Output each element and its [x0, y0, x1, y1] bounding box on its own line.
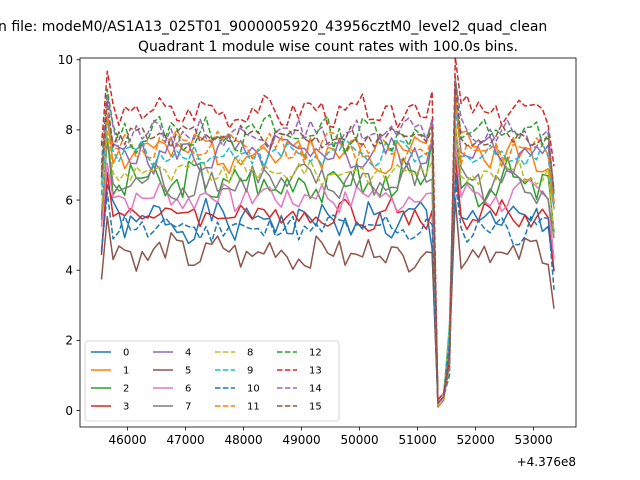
series-line-10	[100, 181, 555, 405]
x-axis: 46000 47000 48000 49000 50000 51000 52000 53000	[108, 427, 553, 447]
legend-label-14: 14	[309, 384, 322, 395]
y-tick-label: 8	[65, 123, 73, 137]
legend-box	[84, 340, 340, 422]
legend-label-12: 12	[309, 348, 322, 359]
x-tick-label: 49000	[283, 433, 321, 447]
series-line-2	[100, 122, 555, 405]
x-tick-label: 48000	[224, 433, 262, 447]
legend-label-6: 6	[185, 384, 191, 395]
chart-title: Quadrant 1 module wise count rates with …	[138, 39, 518, 55]
x-tick-label: 51000	[399, 433, 437, 447]
series-line-7	[100, 130, 555, 405]
legend-label-13: 13	[309, 366, 322, 377]
series-line-12	[100, 75, 555, 405]
x-tick-label: 52000	[457, 433, 495, 447]
series-line-4	[100, 97, 555, 408]
series-line-8	[100, 121, 555, 405]
legend-label-8: 8	[247, 348, 253, 359]
legend-label-2: 2	[123, 384, 129, 395]
legend-label-15: 15	[309, 402, 322, 413]
legend-label-3: 3	[123, 402, 129, 413]
x-axis-offset-label: +4.376e8	[517, 455, 576, 469]
legend-label-11: 11	[247, 402, 260, 413]
series-line-9	[100, 106, 555, 405]
y-tick-label: 2	[65, 334, 73, 348]
series-line-1	[100, 103, 555, 405]
x-tick-label: 53000	[515, 433, 553, 447]
series-line-11	[100, 88, 555, 408]
y-tick-label: 4	[65, 264, 73, 278]
series-line-14	[100, 79, 555, 405]
legend-label-0: 0	[123, 348, 129, 359]
legend-label-7: 7	[185, 402, 191, 413]
legend-label-4: 4	[185, 348, 191, 359]
y-axis: 0 2 4 6 8 10	[58, 53, 80, 418]
plot-area	[79, 57, 577, 428]
series-line-13	[100, 58, 555, 401]
y-tick-label: 10	[58, 53, 73, 67]
figure-suptitle: n file: modeM0/AS1A13_025T01_9000005920_…	[0, 19, 547, 35]
legend-label-5: 5	[185, 366, 191, 377]
plot-frame	[79, 57, 577, 428]
x-tick-label: 50000	[341, 433, 379, 447]
legend-label-10: 10	[247, 384, 260, 395]
series-line-15	[100, 84, 555, 405]
legend-label-9: 9	[247, 366, 253, 377]
y-tick-label: 0	[65, 404, 73, 418]
x-tick-label: 47000	[166, 433, 204, 447]
legend-label-1: 1	[123, 366, 129, 377]
x-tick-label: 46000	[108, 433, 146, 447]
series-line-5	[100, 197, 555, 405]
y-tick-label: 6	[65, 193, 73, 207]
